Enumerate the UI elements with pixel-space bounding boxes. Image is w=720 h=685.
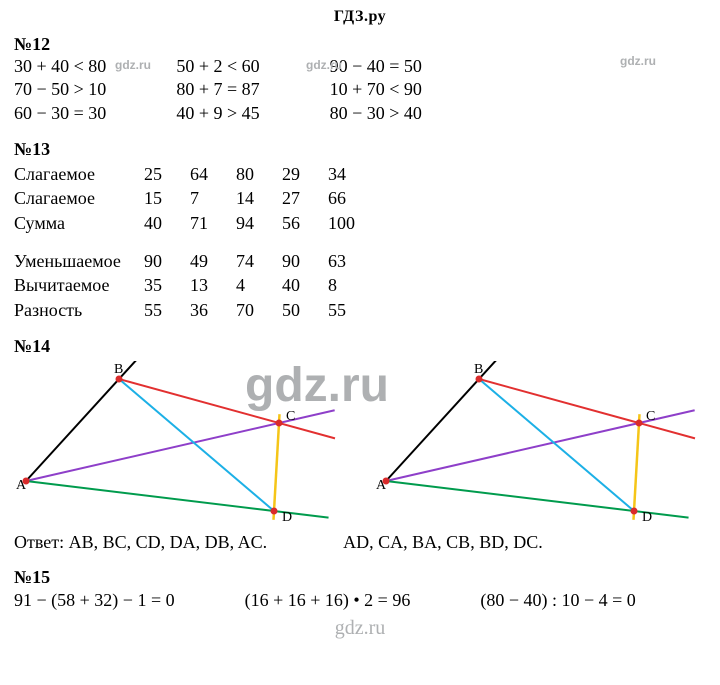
cell: 55 bbox=[328, 298, 374, 322]
eq: 10 + 70 < 90 bbox=[330, 78, 422, 101]
cell: 64 bbox=[190, 162, 236, 186]
row-label: Слагаемое bbox=[14, 186, 144, 210]
point-label-C: C bbox=[286, 409, 295, 424]
diagram-right: A B C D bbox=[374, 361, 704, 526]
cell: 4 bbox=[236, 273, 282, 297]
line-BC bbox=[479, 379, 695, 438]
eq: 80 + 7 = 87 bbox=[176, 78, 259, 101]
eq: 90 − 40 = 50 bbox=[330, 55, 422, 78]
cell: 40 bbox=[282, 273, 328, 297]
point-label-B: B bbox=[474, 362, 483, 377]
cell: 15 bbox=[144, 186, 190, 210]
cell: 63 bbox=[328, 249, 374, 273]
cell: 40 bbox=[144, 211, 190, 235]
cell: 70 bbox=[236, 298, 282, 322]
sec12-grid: 30 + 40 < 80 70 − 50 > 10 60 − 30 = 30 5… bbox=[0, 55, 720, 125]
sec13-title: №13 bbox=[0, 139, 720, 160]
point-D bbox=[271, 507, 278, 514]
sec14-title: №14 bbox=[0, 336, 720, 357]
cell: 71 bbox=[190, 211, 236, 235]
point-label-D: D bbox=[282, 510, 292, 525]
eq: 50 + 2 < 60 bbox=[176, 55, 259, 78]
cell: 50 bbox=[282, 298, 328, 322]
cell: 25 bbox=[144, 162, 190, 186]
cell: 90 bbox=[282, 249, 328, 273]
cell: 13 bbox=[190, 273, 236, 297]
eq: (16 + 16 + 16) • 2 = 96 bbox=[245, 590, 411, 611]
point-label-C: C bbox=[646, 409, 655, 424]
cell: 8 bbox=[328, 273, 374, 297]
point-label-D: D bbox=[642, 510, 652, 525]
cell: 36 bbox=[190, 298, 236, 322]
row-label: Вычитаемое bbox=[14, 273, 144, 297]
point-C bbox=[636, 419, 643, 426]
diagram-left: A B C D bbox=[14, 361, 344, 526]
page-footer: gdz.ru bbox=[0, 617, 720, 640]
point-label-B: B bbox=[114, 362, 123, 377]
row-label: Разность bbox=[14, 298, 144, 322]
answer-text: AB, BC, CD, DA, DB, AC. bbox=[69, 532, 268, 552]
cell: 100 bbox=[328, 211, 374, 235]
cell: 90 bbox=[144, 249, 190, 273]
row-label: Сумма bbox=[14, 211, 144, 235]
sec13-table1: Слагаемое2564802934 Слагаемое157142766 С… bbox=[0, 162, 720, 322]
cell: 66 bbox=[328, 186, 374, 210]
eq: 70 − 50 > 10 bbox=[14, 78, 106, 101]
cell: 27 bbox=[282, 186, 328, 210]
eq: 60 − 30 = 30 bbox=[14, 102, 106, 125]
row-label: Уменьшаемое bbox=[14, 249, 144, 273]
eq: 40 + 9 > 45 bbox=[176, 102, 259, 125]
cell: 7 bbox=[190, 186, 236, 210]
cell: 14 bbox=[236, 186, 282, 210]
cell: 49 bbox=[190, 249, 236, 273]
line-CD bbox=[274, 414, 280, 520]
sec15-title: №15 bbox=[0, 567, 720, 588]
line-BD bbox=[479, 379, 634, 511]
eq: 30 + 40 < 80 bbox=[14, 55, 106, 78]
line-CD bbox=[634, 414, 640, 520]
sec14-answer1: Ответ: AB, BC, CD, DA, DB, AC. bbox=[14, 532, 267, 553]
sec12-title: №12 bbox=[0, 34, 720, 55]
sec14-diagrams: A B C D A B C D bbox=[0, 361, 720, 526]
point-label-A: A bbox=[16, 478, 27, 493]
point-D bbox=[631, 507, 638, 514]
eq: 91 − (58 + 32) − 1 = 0 bbox=[14, 590, 175, 611]
answer-prefix: Ответ: bbox=[14, 532, 69, 552]
cell: 34 bbox=[328, 162, 374, 186]
cell: 35 bbox=[144, 273, 190, 297]
point-label-A: A bbox=[376, 478, 387, 493]
cell: 74 bbox=[236, 249, 282, 273]
cell: 94 bbox=[236, 211, 282, 235]
line-BD bbox=[119, 379, 274, 511]
line-BC bbox=[119, 379, 335, 438]
eq: 80 − 30 > 40 bbox=[330, 102, 422, 125]
page-header: ГДЗ.ру bbox=[0, 0, 720, 30]
sec15-row: 91 − (58 + 32) − 1 = 0 (16 + 16 + 16) • … bbox=[0, 590, 720, 611]
cell: 55 bbox=[144, 298, 190, 322]
point-C bbox=[276, 419, 283, 426]
cell: 29 bbox=[282, 162, 328, 186]
cell: 80 bbox=[236, 162, 282, 186]
cell: 56 bbox=[282, 211, 328, 235]
sec14-answer2: AD, CA, BA, CB, BD, DC. bbox=[343, 532, 543, 553]
row-label: Слагаемое bbox=[14, 162, 144, 186]
eq: (80 − 40) : 10 − 4 = 0 bbox=[480, 590, 635, 611]
